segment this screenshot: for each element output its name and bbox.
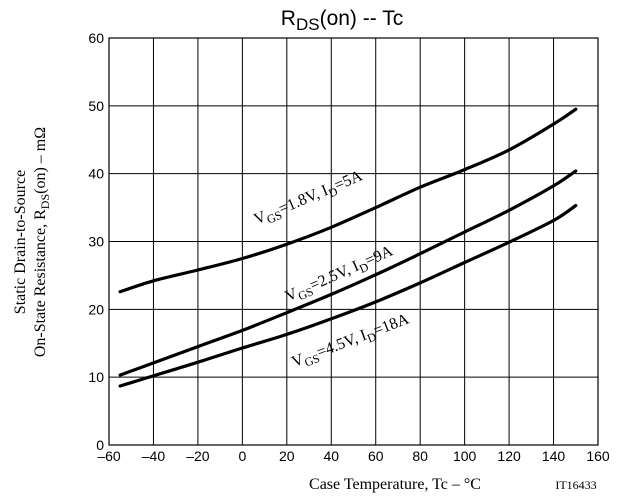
series-line-2 bbox=[118, 169, 578, 377]
figure-id: IT16433 bbox=[555, 478, 596, 492]
series-line-3 bbox=[118, 203, 578, 388]
x-tick-label: 60 bbox=[368, 448, 384, 464]
y-axis-label: Static Drain-to-Source On-State Resistan… bbox=[12, 127, 52, 357]
grid bbox=[108, 37, 599, 446]
x-axis-label: Case Temperature, Tc – °C bbox=[309, 476, 481, 493]
y-tick-label: 20 bbox=[88, 301, 104, 317]
y-axis-label-line1: Static Drain-to-Source bbox=[12, 170, 29, 314]
plot-frame bbox=[108, 37, 599, 446]
y-tick-label: 0 bbox=[96, 437, 104, 453]
x-tick-label: 120 bbox=[497, 448, 521, 464]
x-tick-labels: –60 –40 –20 0 20 40 60 80 100 120 140 160 bbox=[97, 448, 610, 464]
y-tick-labels: 0 10 20 30 40 50 60 bbox=[88, 30, 104, 453]
x-tick-label: –20 bbox=[186, 448, 210, 464]
x-tick-label: –40 bbox=[142, 448, 166, 464]
series-line-1 bbox=[118, 107, 578, 294]
x-tick-label: 160 bbox=[586, 448, 610, 464]
x-tick-label: 20 bbox=[279, 448, 295, 464]
y-tick-label: 60 bbox=[88, 30, 104, 46]
y-tick-label: 30 bbox=[88, 234, 104, 250]
x-tick-label: 100 bbox=[453, 448, 477, 464]
series-label-1: VGS=1.8V, ID=5A bbox=[252, 167, 367, 231]
y-tick-label: 10 bbox=[88, 369, 104, 385]
x-tick-label: 140 bbox=[542, 448, 566, 464]
series-lines bbox=[118, 107, 578, 388]
x-tick-label: –60 bbox=[97, 448, 121, 464]
x-tick-label: 80 bbox=[412, 448, 428, 464]
x-tick-label: 40 bbox=[323, 448, 339, 464]
series-label-3: VGS=4.5V, ID=18A bbox=[289, 310, 412, 373]
x-tick-label: 0 bbox=[238, 448, 246, 464]
y-axis-label-line2: On-State Resistance, RDS(on) – mΩ bbox=[32, 127, 52, 357]
y-tick-label: 40 bbox=[88, 166, 104, 182]
series-label-2: VGS=2.5V, ID=9A bbox=[283, 242, 398, 308]
chart-title: RDS(on) -- Tc bbox=[281, 7, 403, 34]
y-tick-label: 50 bbox=[88, 98, 104, 114]
